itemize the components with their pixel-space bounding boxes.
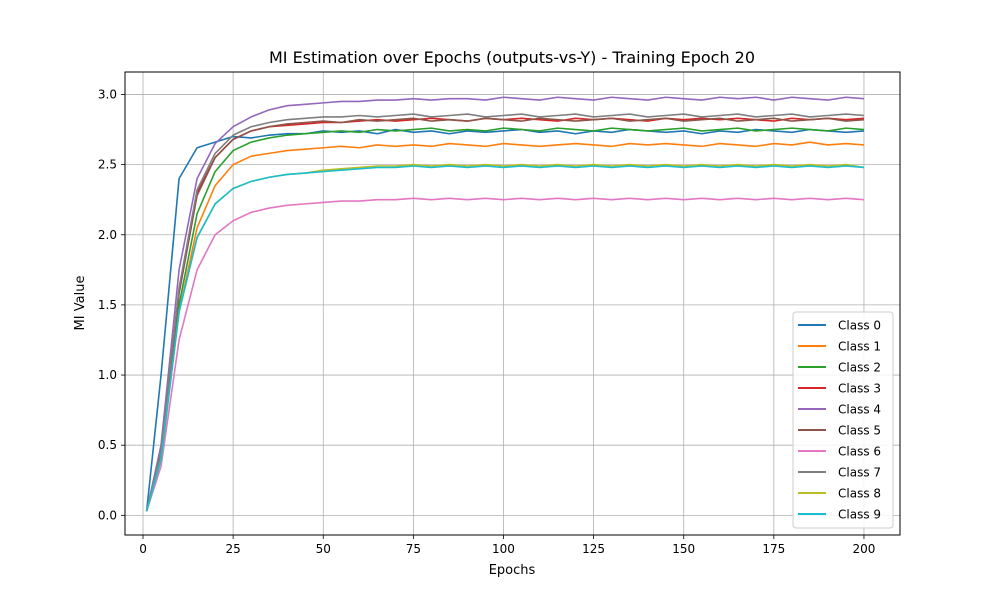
series-line-class-2: [145, 127, 865, 512]
legend: Class 0 Class 1 Class 2 Class 3 Class 4 Class…: [792, 311, 894, 529]
legend-label: Class 3: [838, 382, 881, 396]
legend-label: Class 5: [838, 424, 881, 438]
y-axis-ticks: 0.0 0.5 1.0 1.5 2.0 2.5 3.0: [98, 87, 125, 522]
y-tick-label: 2.5: [98, 158, 117, 172]
y-axis-label: MI Value: [73, 276, 88, 331]
series-line-class-5: [145, 117, 865, 512]
x-tick-label: 50: [316, 542, 331, 556]
y-tick-label: 1.0: [98, 368, 117, 382]
legend-label: Class 2: [838, 361, 881, 375]
chart-title: MI Estimation over Epochs (outputs-vs-Y)…: [269, 48, 755, 67]
y-tick-label: 0.5: [98, 438, 117, 452]
plot-frame: [124, 71, 901, 536]
series-line-class-0: [145, 128, 865, 512]
x-tick-label: 125: [582, 542, 605, 556]
legend-label: Class 8: [838, 487, 881, 501]
plot-area: [125, 72, 900, 535]
series-line-class-7: [145, 113, 865, 512]
legend-label: Class 6: [838, 445, 881, 459]
x-tick-label: 25: [225, 542, 240, 556]
legend-label: Class 1: [838, 340, 881, 354]
series-line-class-4: [145, 96, 865, 512]
series-line-class-6: [145, 197, 865, 512]
series-line-class-9: [145, 165, 865, 512]
x-tick-label: 150: [672, 542, 695, 556]
legend-label: Class 7: [838, 466, 881, 480]
x-tick-label: 75: [406, 542, 421, 556]
x-tick-label: 175: [762, 542, 785, 556]
x-tick-label: 0: [139, 542, 147, 556]
x-tick-label: 100: [492, 542, 515, 556]
series-line-class-1: [145, 141, 865, 512]
y-tick-label: 2.0: [98, 228, 117, 242]
y-tick-label: 0.0: [98, 508, 117, 522]
legend-label: Class 4: [838, 403, 881, 417]
x-axis-ticks: 0 25 50 75 100 125 150 175 200: [139, 535, 875, 556]
x-tick-label: 200: [853, 542, 876, 556]
legend-label: Class 9: [838, 508, 881, 522]
legend-label: Class 0: [838, 319, 881, 333]
y-tick-label: 1.5: [98, 298, 117, 312]
x-axis-label: Epochs: [489, 563, 536, 578]
series-lines: [145, 96, 865, 512]
y-tick-label: 3.0: [98, 87, 117, 101]
